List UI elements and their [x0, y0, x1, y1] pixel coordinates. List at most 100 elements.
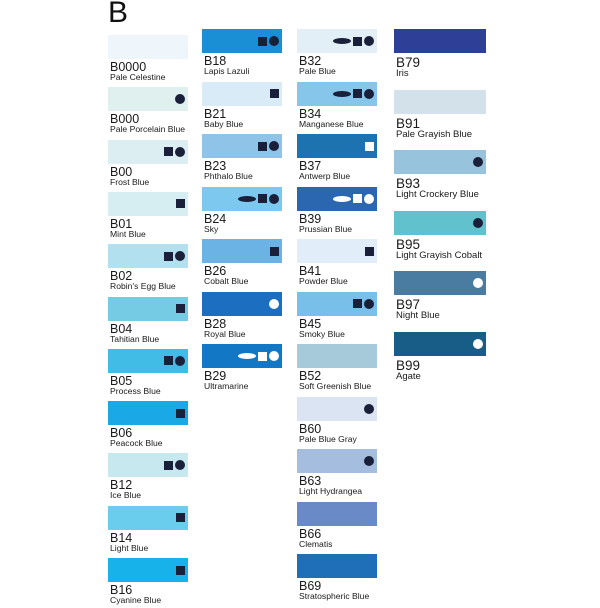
swatch-column: B79 Iris B91 Pale Grayish Blue B93 Light Croc…	[394, 0, 486, 600]
color-swatch	[202, 239, 282, 263]
marker-icons	[164, 244, 185, 268]
color-swatch	[297, 291, 377, 316]
square-icon	[164, 460, 173, 470]
swatch-item: B52 Soft Greenish Blue	[297, 344, 377, 394]
swatch-name: Cobalt Blue	[204, 276, 249, 286]
oval-icon	[333, 38, 351, 44]
swatch-code: B79	[396, 55, 421, 70]
swatch-name: Lapis Lazuli	[204, 66, 250, 76]
color-swatch	[394, 271, 486, 295]
swatch-name: Light Hydrangea	[299, 486, 363, 496]
swatch-code: B16	[110, 583, 133, 597]
circle-icon	[269, 193, 279, 204]
swatch-code: B69	[299, 579, 322, 593]
color-swatch	[108, 35, 188, 59]
swatch-code: B05	[110, 373, 133, 388]
swatch-name: Frost Blue	[110, 176, 150, 187]
swatch-item: B18 Lapis Lazuli	[202, 29, 282, 79]
swatch-item: B39 Prussian Blue	[297, 186, 377, 237]
swatch-name: Agate	[396, 370, 421, 382]
square-icon	[258, 194, 267, 203]
color-swatch	[394, 29, 486, 53]
swatch-name: Pale Grayish Blue	[396, 128, 473, 140]
swatch-code: B32	[299, 54, 322, 68]
color-swatch	[297, 29, 377, 53]
circle-icon	[473, 338, 483, 349]
circle-icon	[269, 351, 279, 361]
swatch-item: B28 Royal Blue	[202, 291, 282, 342]
color-swatch	[108, 244, 188, 269]
swatch-name: Smoky Blue	[299, 328, 345, 339]
swatch-code: B000	[110, 112, 140, 127]
swatch-item: B04 Tahitian Blue	[108, 296, 188, 347]
color-swatch	[297, 344, 377, 368]
swatch-item: B06 Peacock Blue	[108, 401, 188, 451]
swatch-code: B06	[110, 426, 133, 441]
swatch-code: B66	[299, 526, 322, 541]
swatch-code: B21	[204, 106, 227, 121]
swatch-item: B66 Clematis	[297, 501, 377, 552]
square-icon	[176, 199, 185, 209]
circle-icon	[364, 36, 374, 46]
swatch-item: B63 Light Hydrangea	[297, 449, 377, 499]
swatch-code: B39	[299, 211, 322, 226]
swatch-name: Mint Blue	[110, 228, 146, 239]
swatch-code: B04	[110, 321, 133, 336]
swatch-item: B14 Light Blue	[108, 505, 188, 556]
swatch-name: Sky	[204, 223, 219, 234]
swatch-name: Process Blue	[110, 385, 161, 396]
swatch-code: B63	[299, 474, 322, 488]
swatch-column: B0000 Pale Celestine B000 Pale Porcelain Bl…	[108, 0, 188, 605]
swatch-code: B45	[299, 316, 322, 331]
swatch-name: Tahitian Blue	[110, 333, 160, 344]
marker-icons	[473, 150, 483, 174]
circle-icon	[175, 251, 185, 262]
swatch-name: Pale Porcelain Blue	[110, 124, 186, 135]
swatch-name: Antwerp Blue	[299, 171, 351, 181]
swatch-item: B99 Agate	[394, 331, 486, 382]
swatch-column: B32 Pale Blue B34 Manganese Blue B37 Antwerp …	[297, 0, 377, 601]
swatch-name: Clematis	[299, 538, 333, 549]
swatch-column: B18 Lapis Lazuli B21 Baby Blue B23 Phthalo Bl…	[202, 0, 282, 600]
swatch-code: B97	[396, 297, 421, 312]
swatch-code: B02	[110, 269, 133, 284]
swatch-name: Light Grayish Cobalt	[396, 249, 483, 261]
marker-icons	[364, 449, 374, 473]
color-swatch	[202, 344, 282, 368]
color-swatch	[394, 331, 486, 356]
swatch-code: B12	[110, 478, 133, 493]
square-icon	[270, 246, 279, 256]
page-title: B	[108, 0, 129, 29]
marker-icons	[176, 558, 185, 582]
swatch-item: B000 Pale Porcelain Blue	[108, 87, 188, 137]
color-swatch	[297, 501, 377, 526]
color-swatch	[297, 81, 377, 106]
square-icon	[258, 351, 267, 361]
color-swatch	[394, 150, 486, 174]
color-swatch	[108, 296, 188, 321]
swatch-name: Light Blue	[110, 542, 149, 553]
circle-icon	[473, 157, 483, 167]
swatch-item: B02 Robin's Egg Blue	[108, 244, 188, 294]
swatch-name: Ice Blue	[110, 490, 142, 501]
swatch-item: B00 Frost Blue	[108, 139, 188, 190]
circle-icon	[364, 88, 374, 99]
circle-icon	[473, 217, 483, 228]
swatch-item: B32 Pale Blue	[297, 29, 377, 79]
swatch-code: B28	[204, 316, 227, 331]
swatch-item: B0000 Pale Celestine	[108, 35, 188, 85]
swatch-item: B34 Manganese Blue	[297, 81, 377, 132]
marker-icons	[365, 239, 374, 263]
square-icon	[353, 36, 362, 46]
square-icon	[176, 408, 185, 418]
swatch-item: B79 Iris	[394, 29, 486, 79]
color-swatch	[297, 396, 377, 421]
square-icon	[365, 246, 374, 256]
marker-icons	[176, 192, 185, 216]
swatch-code: B37	[299, 159, 322, 173]
oval-icon	[238, 353, 256, 359]
marker-icons	[364, 397, 374, 421]
swatch-item: B26 Cobalt Blue	[202, 239, 282, 289]
swatch-item: B69 Stratospheric Blue	[297, 554, 377, 604]
swatch-name: Baby Blue	[204, 118, 244, 129]
